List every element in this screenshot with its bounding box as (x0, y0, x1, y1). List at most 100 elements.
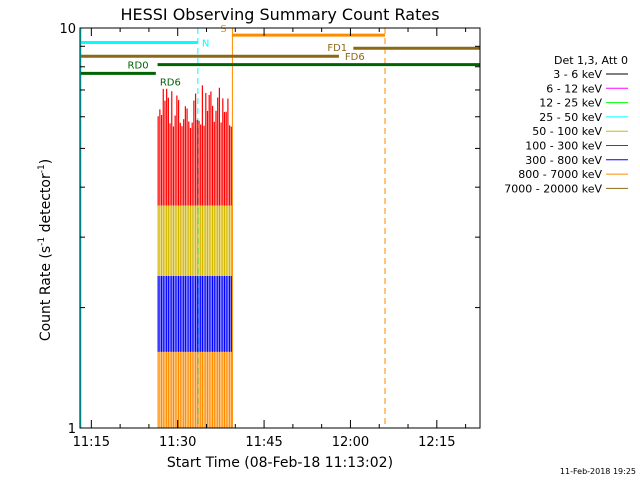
series-mark (198, 120, 200, 206)
series-mark (160, 351, 163, 428)
series-mark (177, 351, 180, 428)
legend-label: 50 - 100 keV (532, 125, 602, 138)
series-mark (159, 275, 161, 352)
series-mark (225, 275, 227, 352)
series-mark (181, 351, 183, 428)
series-mark (201, 85, 203, 206)
series-mark (157, 275, 159, 352)
series-mark (196, 205, 198, 276)
series-mark (230, 205, 232, 276)
series-mark (203, 275, 205, 352)
series-mark (194, 275, 197, 352)
series-mark (225, 111, 227, 206)
flag-label-S: S (220, 24, 226, 35)
series-mark (172, 275, 175, 352)
series-mark (222, 205, 224, 276)
series-mark (164, 275, 166, 352)
series-mark (167, 351, 169, 428)
series-mark (169, 351, 171, 428)
series-mark (217, 205, 219, 276)
legend-header: Det 1,3, Att 0 (554, 54, 628, 67)
series-mark (169, 275, 171, 352)
series-mark (213, 205, 215, 276)
series-mark (183, 205, 185, 276)
series-mark (206, 351, 209, 428)
series-mark (223, 275, 226, 352)
footer-timestamp: 11-Feb-2018 19:25 (560, 467, 636, 476)
series-mark (194, 205, 197, 276)
series-mark (181, 275, 183, 352)
series-mark (205, 92, 207, 206)
series-mark (210, 351, 212, 428)
series-mark (229, 205, 231, 276)
series-mark (186, 205, 188, 276)
y-axis-label: Count Rate (s-1 detector-1) (37, 159, 54, 341)
series-mark (157, 205, 159, 276)
series-mark (201, 275, 203, 352)
series-mark (215, 275, 217, 352)
series-mark (157, 351, 159, 428)
flag-label-N: N (202, 38, 209, 49)
series-mark (227, 205, 229, 276)
series-mark (211, 205, 214, 276)
x-tick-label: 11:45 (245, 435, 282, 450)
series-mark (164, 351, 166, 428)
series-mark (230, 126, 232, 206)
series-mark (183, 119, 185, 206)
series-mark (205, 205, 207, 276)
series-mark (222, 98, 224, 206)
series-mark (188, 275, 190, 352)
series-mark (220, 122, 222, 206)
series-mark (159, 109, 161, 206)
x-tick-label: 11:15 (73, 435, 110, 450)
series-mark (179, 351, 181, 428)
x-tick-label: 11:30 (159, 435, 196, 450)
series-mark (193, 275, 195, 352)
series-mark (184, 351, 186, 428)
plot-frame (79, 27, 481, 429)
series-mark (229, 125, 231, 206)
flag-label-RD0: RD0 (128, 61, 149, 72)
x-axis-label: Start Time (08-Feb-18 11:13:02) (167, 455, 393, 471)
series-mark (193, 351, 195, 428)
series-mark (167, 97, 169, 206)
series-mark (188, 205, 190, 276)
series-mark (215, 205, 217, 276)
series-mark (218, 351, 221, 428)
series-mark (200, 124, 202, 206)
y-tick-label: 10 (59, 22, 76, 37)
series-mark (215, 110, 217, 206)
series-mark (208, 95, 210, 206)
series-mark (208, 275, 210, 352)
legend-label: 100 - 300 keV (525, 140, 602, 153)
series-mark (218, 205, 221, 276)
series-mark (177, 100, 180, 206)
series-mark (179, 205, 181, 276)
series-mark (179, 122, 181, 206)
series-mark (166, 88, 168, 206)
series-mark (201, 351, 203, 428)
series-mark (172, 351, 175, 428)
series-mark (198, 351, 200, 428)
series-mark (164, 205, 166, 276)
series-mark (227, 351, 229, 428)
series-mark (181, 126, 183, 206)
y-axis: 1 10 (59, 22, 480, 437)
series-mark (194, 93, 197, 206)
series-mark (206, 205, 209, 276)
series-mark (191, 205, 193, 276)
series-mark (206, 275, 209, 352)
series-mark (198, 275, 200, 352)
series-mark (225, 351, 227, 428)
series-mark (174, 115, 176, 206)
series-mark (206, 110, 209, 206)
x-axis: 11:15 11:30 11:45 12:00 12:15 (73, 28, 467, 450)
series-mark (160, 205, 163, 276)
series-mark (184, 106, 186, 206)
series-mark (169, 205, 171, 276)
series-mark (171, 275, 173, 352)
series-mark (174, 205, 176, 276)
series-50-100keV (157, 205, 232, 276)
series-mark (162, 351, 164, 428)
